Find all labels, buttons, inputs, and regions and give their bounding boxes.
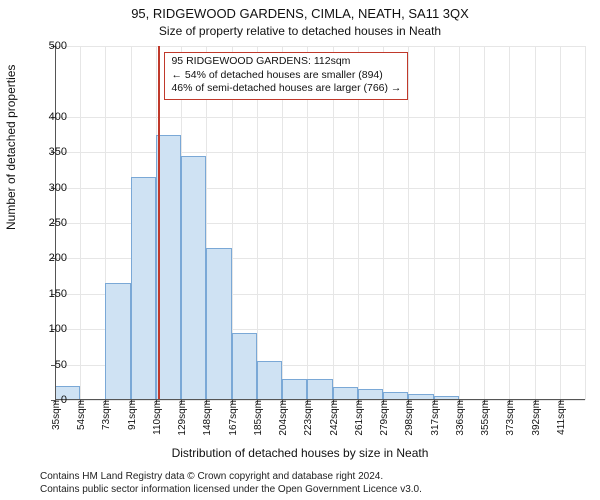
gridline-v xyxy=(535,46,536,400)
ytick-label: 200 xyxy=(27,252,67,264)
xtick-label: 167sqm xyxy=(228,400,236,436)
histogram-bar xyxy=(257,361,282,400)
credit-line-2: Contains public sector information licen… xyxy=(40,484,595,497)
xtick-label: 279sqm xyxy=(379,400,387,436)
xtick-label: 298sqm xyxy=(404,400,412,436)
histogram-bar xyxy=(206,248,231,400)
xtick-label: 373sqm xyxy=(505,400,513,436)
xtick-label: 261sqm xyxy=(354,400,362,436)
ytick-label: 100 xyxy=(27,323,67,335)
credit-line-1: Contains HM Land Registry data © Crown c… xyxy=(40,471,595,484)
xtick-label: 73sqm xyxy=(101,400,109,430)
gridline-v xyxy=(560,46,561,400)
gridline-v xyxy=(585,46,586,400)
x-axis-line xyxy=(55,399,585,400)
histogram-chart: 35sqm54sqm73sqm91sqm110sqm129sqm148sqm16… xyxy=(55,46,585,400)
xtick-label: 392sqm xyxy=(531,400,539,436)
ytick-label: 50 xyxy=(27,359,67,371)
xtick-label: 411sqm xyxy=(556,400,564,435)
histogram-bar xyxy=(131,177,156,400)
page-title: 95, RIDGEWOOD GARDENS, CIMLA, NEATH, SA1… xyxy=(0,6,600,21)
xtick-label: 129sqm xyxy=(177,400,185,436)
property-marker-line xyxy=(158,46,160,400)
xtick-label: 148sqm xyxy=(202,400,210,436)
gridline-v xyxy=(509,46,510,400)
xtick-label: 204sqm xyxy=(278,400,286,436)
histogram-bar xyxy=(282,379,307,400)
ytick-label: 400 xyxy=(27,111,67,123)
xtick-label: 317sqm xyxy=(430,400,438,436)
gridline-v xyxy=(80,46,81,400)
ytick-label: 500 xyxy=(27,40,67,52)
gridline-h xyxy=(55,46,585,47)
xtick-label: 242sqm xyxy=(329,400,337,436)
ytick-label: 0 xyxy=(27,394,67,406)
x-axis-label: Distribution of detached houses by size … xyxy=(0,446,600,460)
gridline-v xyxy=(434,46,435,400)
ytick-label: 150 xyxy=(27,288,67,300)
gridline-h xyxy=(55,152,585,153)
xtick-label: 54sqm xyxy=(76,400,84,430)
xtick-label: 110sqm xyxy=(152,400,160,435)
y-axis-label: Number of detached properties xyxy=(4,65,18,230)
ytick-label: 300 xyxy=(27,182,67,194)
ytick-label: 350 xyxy=(27,146,67,158)
annotation-line: 95 RIDGEWOOD GARDENS: 112sqm xyxy=(171,55,401,69)
histogram-bar xyxy=(307,379,332,400)
page-subtitle: Size of property relative to detached ho… xyxy=(0,24,600,38)
xtick-label: 355sqm xyxy=(480,400,488,436)
gridline-v xyxy=(459,46,460,400)
gridline-h xyxy=(55,117,585,118)
xtick-label: 185sqm xyxy=(253,400,261,436)
xtick-label: 91sqm xyxy=(127,400,135,430)
ytick-label: 250 xyxy=(27,217,67,229)
histogram-bar xyxy=(181,156,206,400)
histogram-bar xyxy=(232,333,257,400)
gridline-v xyxy=(408,46,409,400)
xtick-label: 336sqm xyxy=(455,400,463,436)
gridline-v xyxy=(484,46,485,400)
annotation-line: 46% of semi-detached houses are larger (… xyxy=(171,82,401,96)
histogram-bar xyxy=(105,283,130,400)
annotation-line: ← 54% of detached houses are smaller (89… xyxy=(171,69,401,83)
credits: Contains HM Land Registry data © Crown c… xyxy=(40,471,595,496)
xtick-label: 223sqm xyxy=(303,400,311,436)
annotation-box: 95 RIDGEWOOD GARDENS: 112sqm← 54% of det… xyxy=(164,52,408,100)
